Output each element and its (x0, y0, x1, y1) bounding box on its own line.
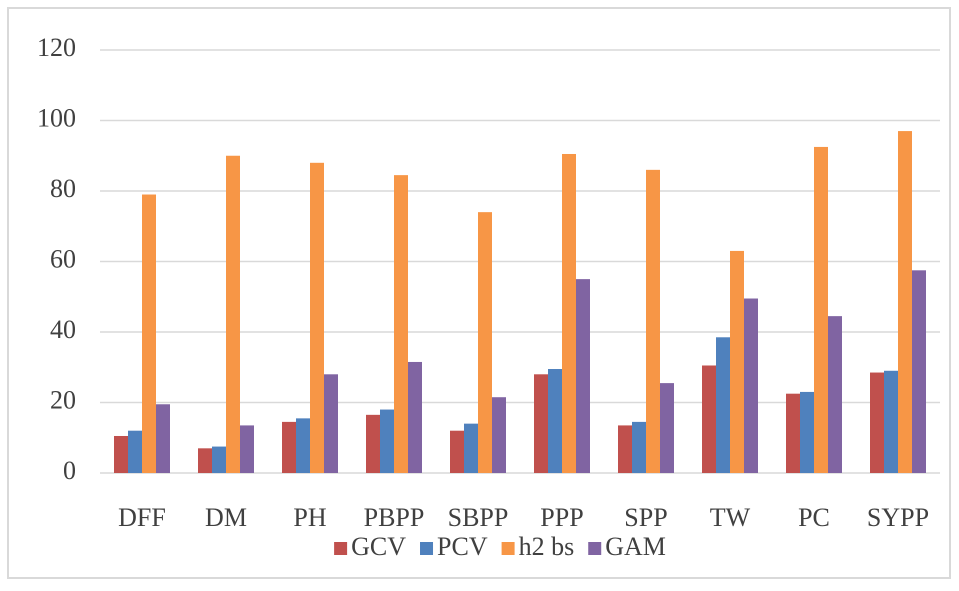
bar (310, 162, 324, 474)
bar (324, 374, 338, 473)
legend-swatch (588, 542, 602, 555)
x-tick-label: PH (293, 503, 326, 532)
x-tick-label: PBPP (364, 503, 425, 532)
bar (576, 279, 590, 473)
x-tick-label: PPP (540, 503, 583, 532)
bar (632, 421, 646, 473)
bar (366, 414, 380, 473)
legend-label: GAM (605, 532, 666, 561)
bar (898, 131, 912, 473)
bar (548, 369, 562, 473)
bar (646, 169, 660, 473)
bar (394, 175, 408, 473)
bar (226, 155, 240, 473)
legend-label: PCV (437, 532, 488, 561)
y-tick-label: 100 (37, 103, 76, 132)
y-tick-label: 80 (50, 174, 76, 203)
legend-swatch (501, 542, 515, 555)
bar (716, 337, 730, 473)
bar (450, 430, 464, 473)
bar (198, 448, 212, 473)
bar (618, 425, 632, 473)
x-tick-label: TW (710, 503, 751, 532)
bar (156, 404, 170, 473)
x-tick-label: PC (798, 503, 830, 532)
bar (562, 153, 576, 474)
bar (128, 430, 142, 473)
x-tick-label: SYPP (867, 503, 929, 532)
x-tick-label: SBPP (448, 503, 509, 532)
bar (282, 421, 296, 473)
x-tick-label: SPP (624, 503, 667, 532)
x-tick-label: DM (205, 503, 247, 532)
bar (408, 361, 422, 473)
bar (492, 397, 506, 473)
bar (296, 418, 310, 473)
bar (114, 435, 128, 473)
bar (660, 383, 674, 473)
y-tick-label: 120 (37, 33, 76, 62)
y-tick-label: 60 (50, 244, 76, 273)
legend-swatch (420, 542, 434, 555)
bar (884, 370, 898, 473)
y-tick-label: 20 (50, 385, 76, 414)
legend-label: GCV (351, 532, 406, 561)
legend-label: h2 bs (519, 532, 575, 561)
bar (786, 393, 800, 473)
bar (240, 425, 254, 473)
bar (464, 423, 478, 473)
bar (730, 250, 744, 473)
legend-swatch (334, 542, 348, 555)
bar (534, 374, 548, 473)
bar (800, 391, 814, 473)
bar (744, 298, 758, 473)
bar (702, 365, 716, 473)
bar (478, 212, 492, 473)
y-tick-label: 0 (63, 456, 76, 485)
bar (380, 409, 394, 473)
y-tick-label: 40 (50, 315, 76, 344)
x-tick-label: DFF (118, 503, 166, 532)
bar (212, 446, 226, 473)
bar (142, 194, 156, 473)
bar (814, 146, 828, 473)
bar (828, 316, 842, 473)
bar (912, 270, 926, 473)
bar (870, 372, 884, 473)
